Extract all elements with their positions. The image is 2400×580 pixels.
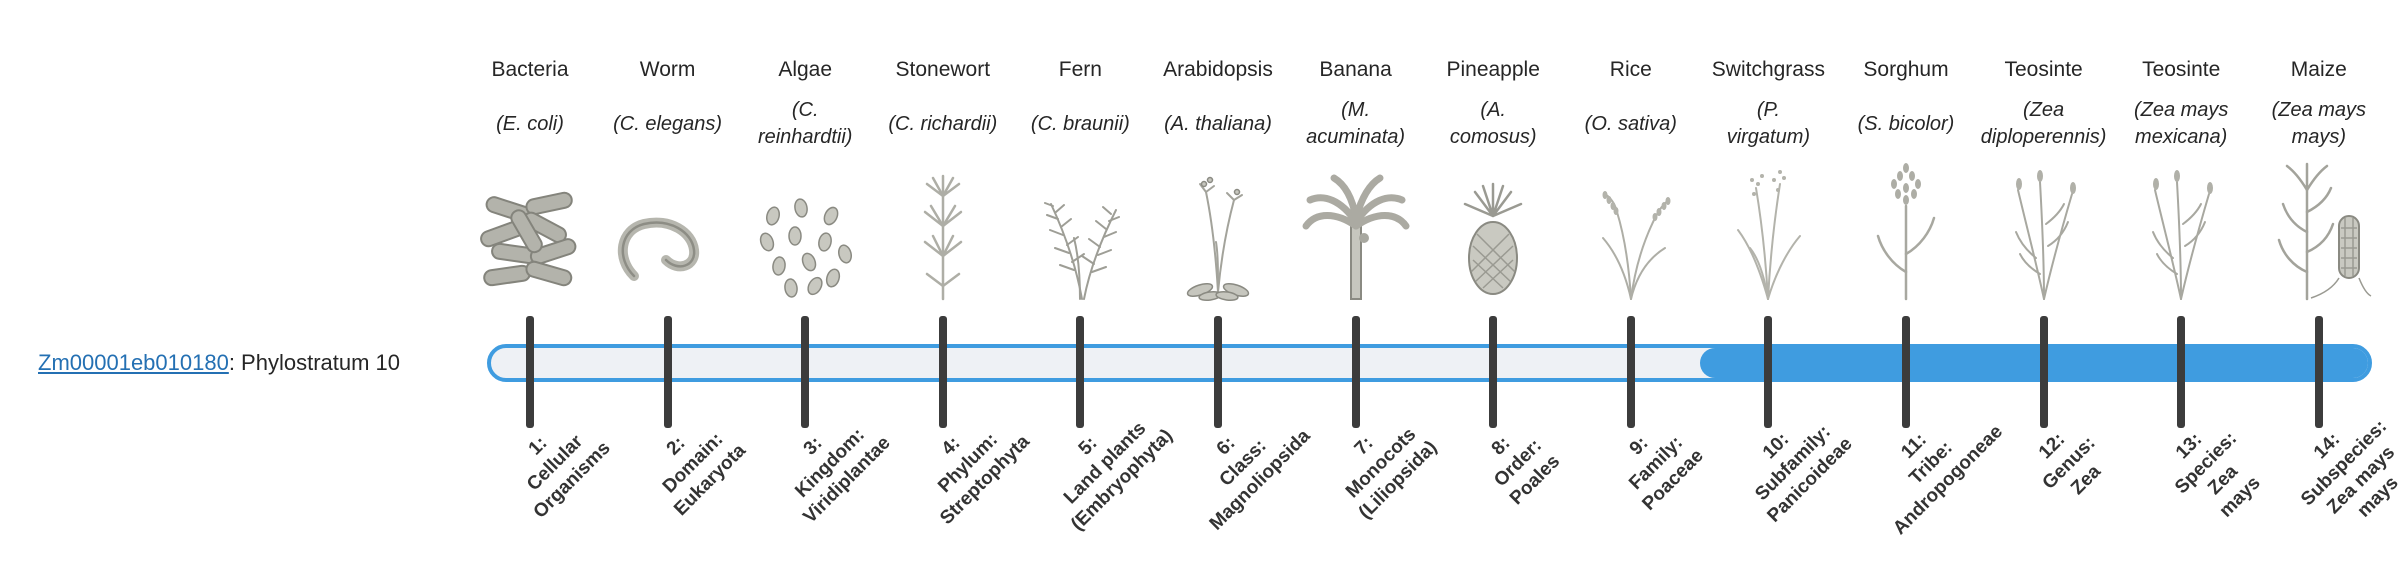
phylostratum-tick bbox=[1489, 316, 1498, 428]
phylostratum-tick-label: 5: Land plants (Embryophyta) bbox=[1060, 417, 1178, 535]
switchgrass-illustration bbox=[1688, 150, 1848, 304]
phylostratum-tick bbox=[1076, 316, 1085, 428]
rice-illustration bbox=[1551, 150, 1711, 304]
phylostratum-tick bbox=[938, 316, 947, 428]
phylostratum-tick-label: 2: Domain: Eukaryota bbox=[658, 428, 750, 520]
phylostratum-tick bbox=[1764, 316, 1773, 428]
phylostratum-tick bbox=[1351, 316, 1360, 428]
teosinte-illustration bbox=[2101, 150, 2261, 304]
organism-name: Bacteria bbox=[491, 58, 569, 81]
phylostratum-tick bbox=[2314, 316, 2323, 428]
organism-scientific-name: (C. elegans) bbox=[613, 112, 723, 135]
phylostratum-tick bbox=[1214, 316, 1222, 428]
organism-name: Switchgrass bbox=[1711, 58, 1825, 81]
organism-name: Rice bbox=[1609, 58, 1652, 81]
maize-illustration bbox=[2239, 150, 2399, 304]
phylostratum-tick-label: 9: Family: Poaceae bbox=[1624, 432, 1708, 515]
stonewort-illustration bbox=[863, 150, 1023, 304]
pineapple-illustration bbox=[1413, 150, 1573, 304]
banana-illustration bbox=[1276, 150, 1436, 304]
phylostratum-tick-label: 10: Subfamily: Panicoideae bbox=[1751, 421, 1858, 527]
phylostratum-text: : Phylostratum 10 bbox=[228, 350, 401, 375]
phylostratum-tick bbox=[663, 316, 672, 428]
organism-name: Algae bbox=[778, 58, 833, 81]
organism-scientific-name: (O. sativa) bbox=[1584, 112, 1677, 135]
organism-scientific-name: (C. braunii) bbox=[1030, 112, 1130, 135]
organism-scientific-name: (M. acuminata) bbox=[1306, 99, 1406, 148]
organism-scientific-name: (A. thaliana) bbox=[1164, 112, 1272, 135]
phylostratum-tick-label: 4: Phylum: Streptophyta bbox=[933, 429, 1034, 529]
organism-name: Sorghum bbox=[1863, 58, 1949, 81]
phylostratum-tick bbox=[801, 316, 810, 428]
organism-scientific-name: (P. virgatum) bbox=[1726, 99, 1811, 148]
phylostratum-tick-label: 8: Order: Poales bbox=[1487, 432, 1565, 510]
fern-illustration bbox=[1000, 150, 1160, 304]
gene-link[interactable]: Zm00001eb010180 bbox=[38, 350, 229, 375]
bacteria-illustration bbox=[450, 150, 610, 304]
organism-name: Pineapple bbox=[1446, 58, 1540, 81]
organism-scientific-name: (A. comosus) bbox=[1449, 99, 1537, 148]
sorghum-illustration bbox=[1826, 150, 1986, 304]
organism-scientific-name: (E. coli) bbox=[496, 112, 564, 135]
phylostratum-tick bbox=[2039, 316, 2048, 428]
organism-scientific-name: (Zea diploperennis) bbox=[1980, 99, 2107, 148]
phylostratum-tick-label: 1: Cellular Organisms bbox=[523, 431, 615, 523]
organism-name: Teosinte bbox=[2142, 58, 2221, 81]
organism-name: Stonewort bbox=[895, 58, 991, 81]
organism-name: Teosinte bbox=[2004, 58, 2083, 81]
phylostratum-tick-label: 7: Monocots (Liliopsida) bbox=[1341, 423, 1441, 524]
organism-scientific-name: (C. richardii) bbox=[888, 112, 998, 135]
organism-name: Worm bbox=[639, 58, 696, 81]
organism-scientific-name: (Zea mays mays) bbox=[2271, 99, 2367, 148]
phylostratum-bar bbox=[487, 344, 2372, 382]
gene-label: Zm00001eb010180: Phylostratum 10 bbox=[38, 350, 400, 376]
phylostratum-tick-label: 3: Kingdom: Viridiplantae bbox=[791, 424, 895, 528]
algae-illustration bbox=[725, 150, 885, 304]
organism-name: Arabidopsis bbox=[1163, 58, 1273, 81]
arabidopsis-illustration bbox=[1138, 150, 1298, 304]
phylostratum-tick bbox=[526, 316, 534, 428]
worm-illustration bbox=[588, 150, 748, 304]
phylostratum-tick-label: 12: Genus: Zea bbox=[2034, 428, 2105, 500]
organism-scientific-name: (S. bicolor) bbox=[1857, 112, 1955, 135]
organism-scientific-name: (C. reinhardtii) bbox=[757, 99, 853, 148]
phylostratum-tick bbox=[1626, 316, 1635, 428]
organism-name: Fern bbox=[1058, 58, 1102, 81]
phylostratum-tick-label: 6: Class: Magnoliopsida bbox=[1205, 425, 1315, 535]
phylostratum-bar-fill bbox=[1700, 348, 2368, 378]
phylostratum-tick-label: 11: Tribe: Andropogoneae bbox=[1889, 421, 2007, 540]
organism-name: Maize bbox=[2290, 58, 2347, 81]
organism-name: Banana bbox=[1319, 58, 1392, 81]
phylostratum-tick bbox=[2177, 316, 2186, 428]
teosinte-illustration bbox=[1964, 150, 2124, 304]
phylostratum-tick bbox=[1902, 316, 1910, 428]
organism-scientific-name: (Zea mays mexicana) bbox=[2133, 99, 2229, 148]
